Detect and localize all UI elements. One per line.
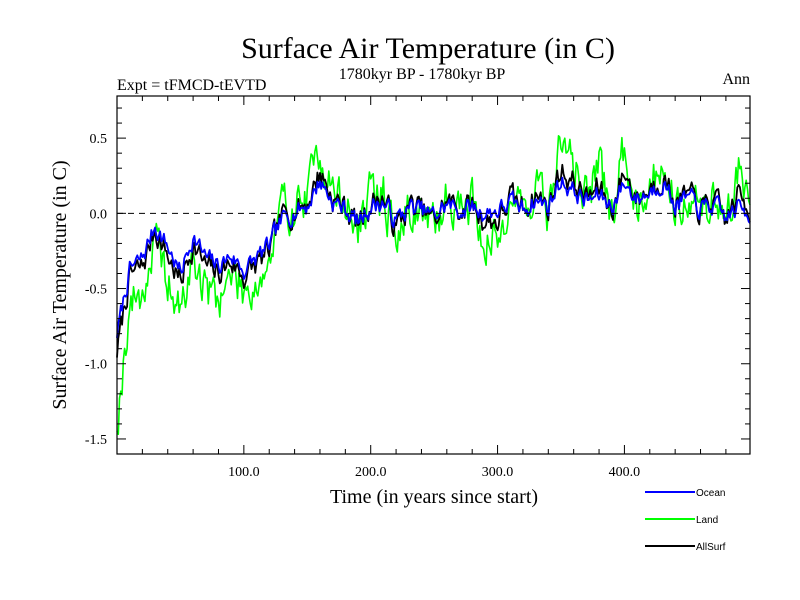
x-axis-label: Time (in years since start) bbox=[330, 486, 538, 508]
x-tick-label: 400.0 bbox=[609, 465, 641, 480]
series-line-land bbox=[116, 135, 751, 436]
tick-label-layer: 100.0 200.0 300.0 400.0 -1.5 -1.0 -0.5 0.0 0.5 bbox=[85, 132, 640, 480]
plot-frame bbox=[116, 95, 751, 455]
axes-layer bbox=[116, 95, 751, 455]
chart-title: Surface Air Temperature (in C) bbox=[241, 32, 615, 65]
experiment-label: Expt = tFMCD-tEVTD bbox=[117, 77, 266, 94]
chart-subtitle: 1780kyr BP - 1780kyr BP bbox=[339, 66, 506, 83]
legend-label-allsurf: AllSurf bbox=[696, 542, 726, 553]
x-tick-label: 200.0 bbox=[355, 465, 387, 480]
x-tick-label: 300.0 bbox=[482, 465, 514, 480]
season-label: Ann bbox=[722, 71, 750, 88]
y-tick-label: -0.5 bbox=[85, 283, 107, 298]
legend: Ocean Land AllSurf bbox=[645, 488, 726, 553]
y-tick-label: 0.5 bbox=[90, 132, 108, 147]
legend-label-land: Land bbox=[696, 515, 718, 526]
legend-label-ocean: Ocean bbox=[696, 488, 725, 499]
series-layer bbox=[116, 135, 751, 436]
x-tick-label: 100.0 bbox=[228, 465, 260, 480]
series-line-ocean bbox=[116, 176, 751, 339]
y-tick-label: -1.5 bbox=[85, 433, 107, 448]
y-axis-label: Surface Air Temperature (in C) bbox=[49, 160, 71, 409]
y-tick-label: -1.0 bbox=[85, 358, 107, 373]
y-tick-label: 0.0 bbox=[90, 207, 108, 222]
